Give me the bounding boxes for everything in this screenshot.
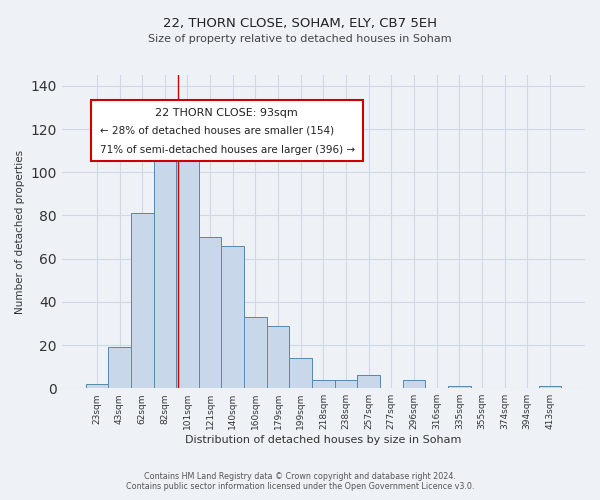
Bar (289, 358, 312, 388)
Text: 22 THORN CLOSE: 93sqm: 22 THORN CLOSE: 93sqm (155, 108, 298, 118)
Text: 22, THORN CLOSE, SOHAM, ELY, CB7 5EH: 22, THORN CLOSE, SOHAM, ELY, CB7 5EH (163, 18, 437, 30)
Bar (403, 380, 425, 388)
Bar (358, 375, 380, 388)
Bar (312, 380, 335, 388)
Bar (335, 380, 358, 388)
Text: 71% of semi-detached houses are larger (396) →: 71% of semi-detached houses are larger (… (100, 145, 355, 155)
Bar (86, 384, 108, 388)
Bar (154, 150, 176, 388)
Bar (448, 386, 470, 388)
Text: Contains public sector information licensed under the Open Government Licence v3: Contains public sector information licen… (126, 482, 474, 491)
Bar (221, 246, 244, 388)
Text: Size of property relative to detached houses in Soham: Size of property relative to detached ho… (148, 34, 452, 44)
Bar (267, 326, 289, 388)
Bar (176, 144, 199, 388)
Bar (539, 386, 561, 388)
Text: ← 28% of detached houses are smaller (154): ← 28% of detached houses are smaller (15… (100, 126, 334, 136)
Bar (131, 213, 154, 388)
Bar (199, 237, 221, 388)
FancyBboxPatch shape (91, 100, 362, 161)
Bar (108, 347, 131, 388)
Bar (244, 317, 267, 388)
Y-axis label: Number of detached properties: Number of detached properties (15, 150, 25, 314)
X-axis label: Distribution of detached houses by size in Soham: Distribution of detached houses by size … (185, 435, 461, 445)
Text: Contains HM Land Registry data © Crown copyright and database right 2024.: Contains HM Land Registry data © Crown c… (144, 472, 456, 481)
